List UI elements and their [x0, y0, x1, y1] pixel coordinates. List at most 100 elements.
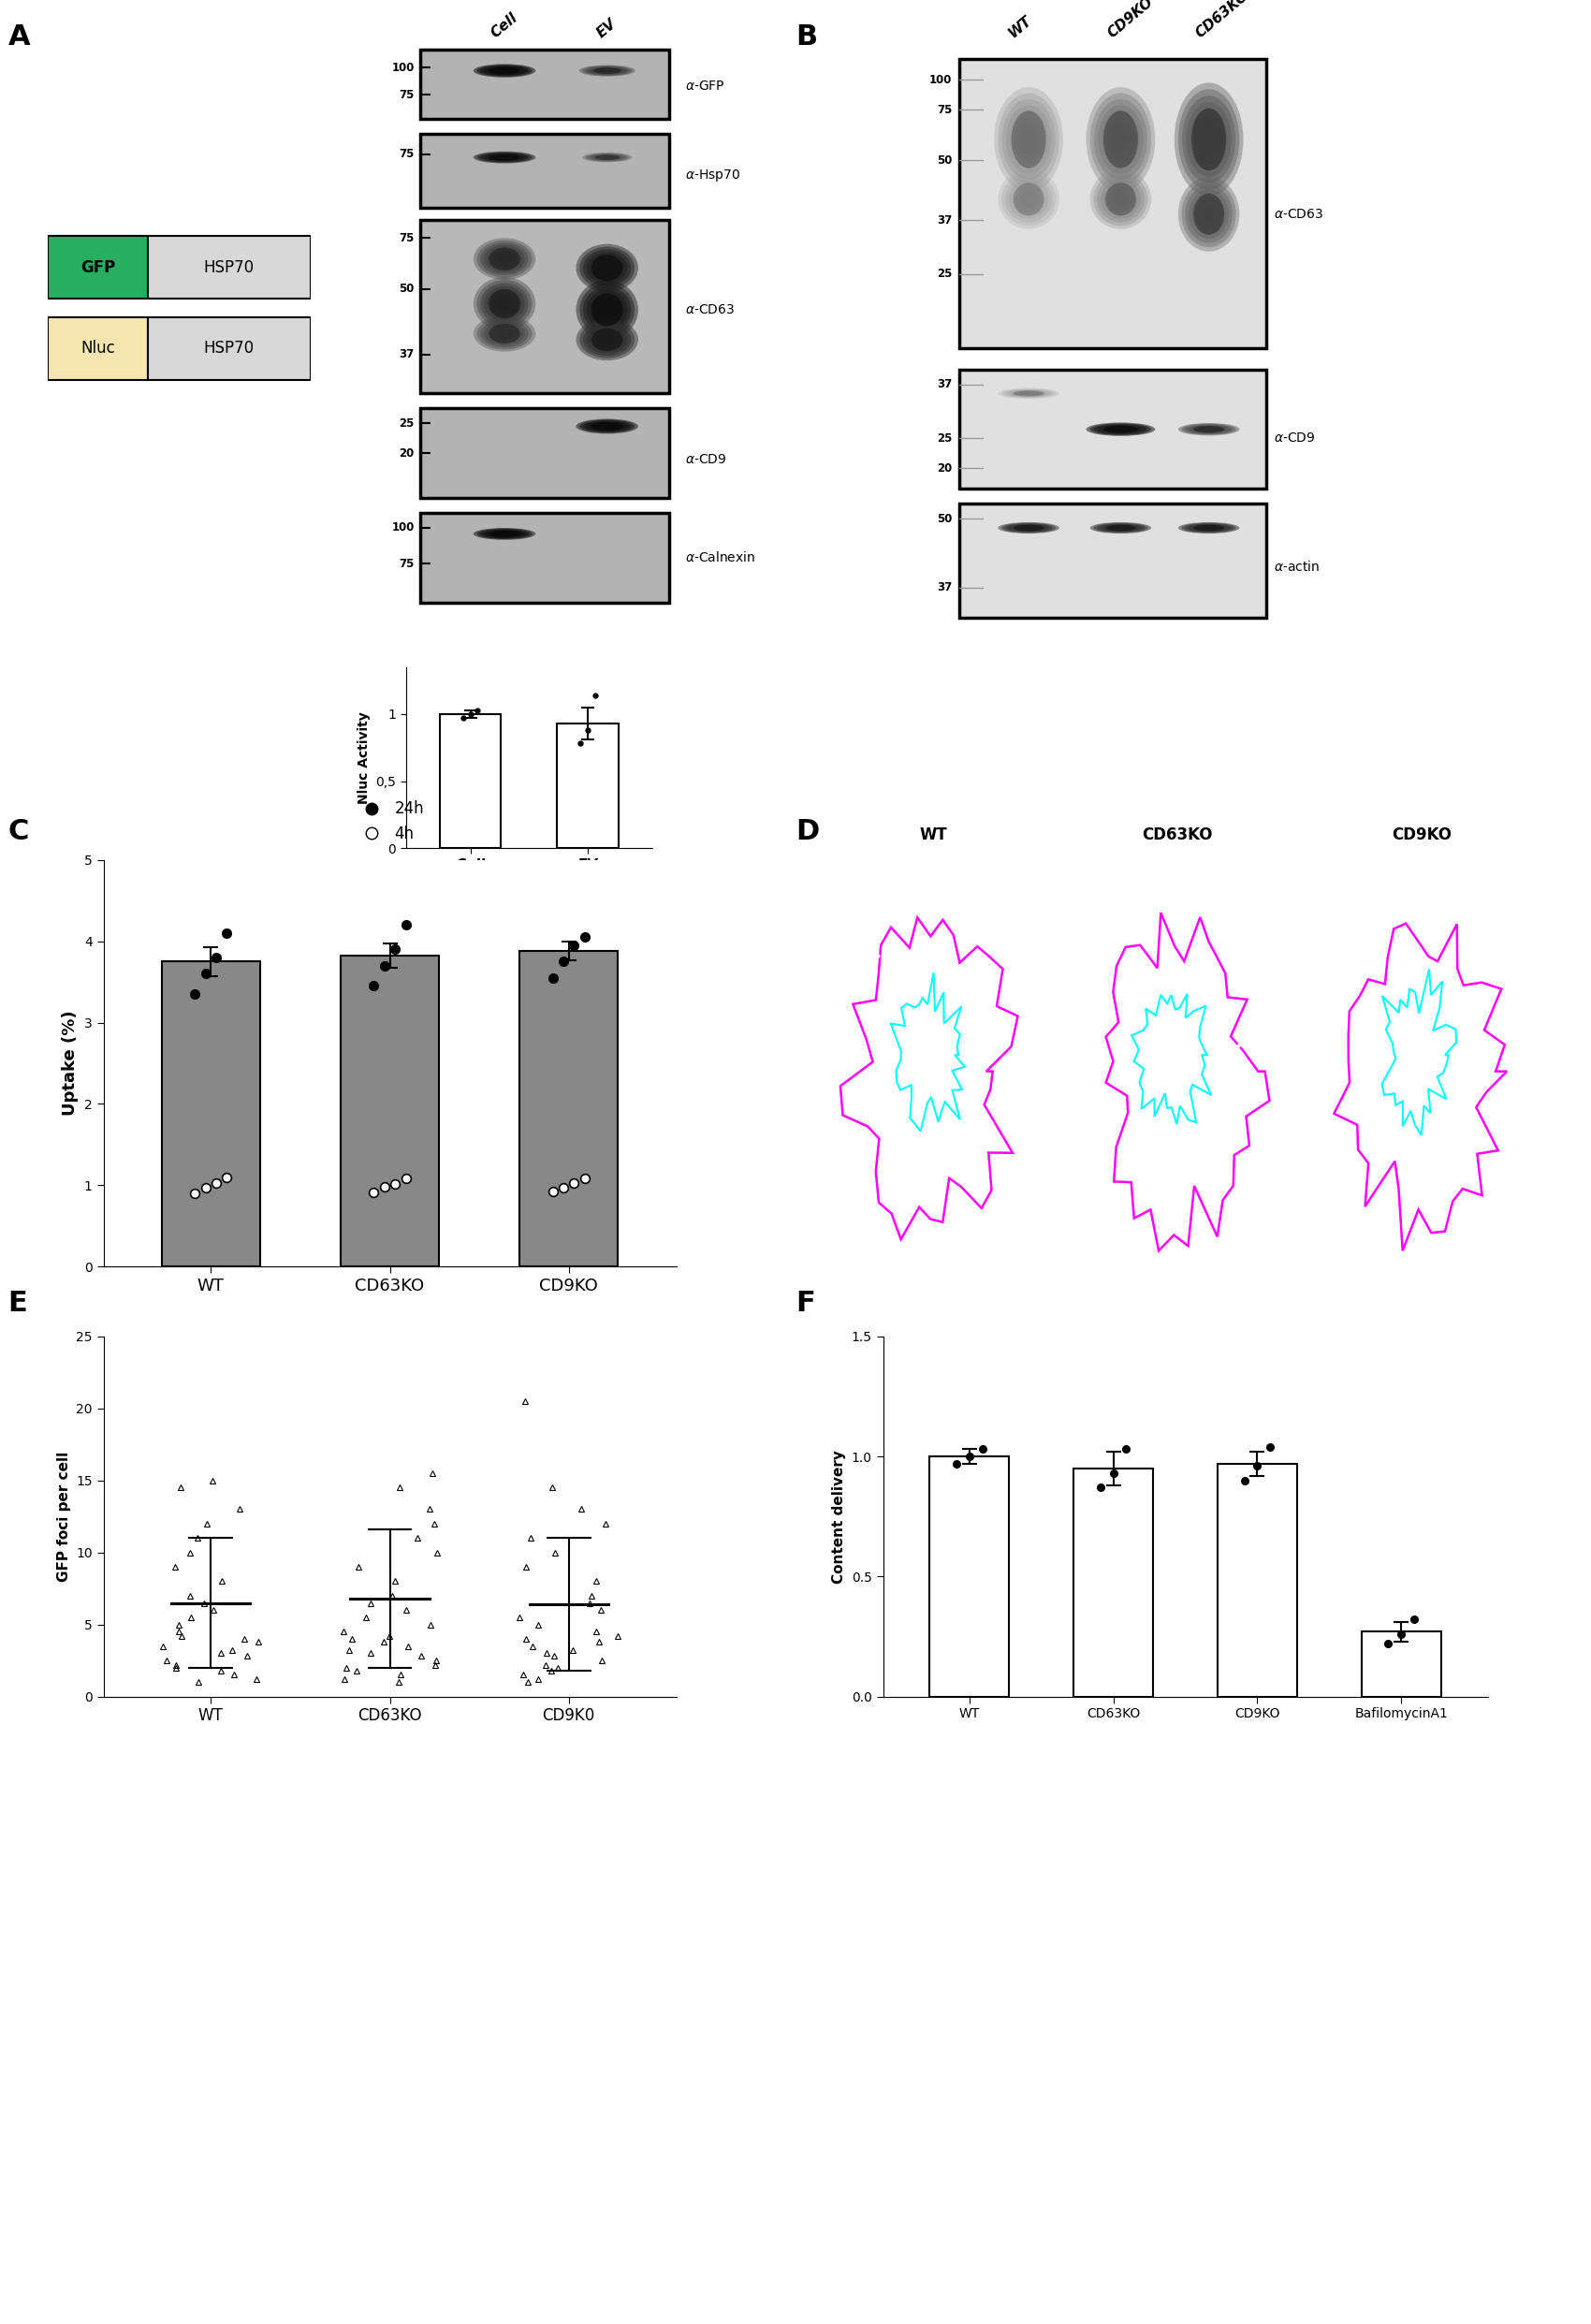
- Ellipse shape: [480, 242, 528, 274]
- Text: HSP70: HSP70: [204, 339, 255, 358]
- Ellipse shape: [590, 423, 624, 430]
- Y-axis label: Uptake (%): Uptake (%): [62, 1011, 80, 1116]
- Text: 25: 25: [937, 267, 951, 279]
- Y-axis label: GFP foci per cell: GFP foci per cell: [57, 1450, 70, 1583]
- Ellipse shape: [584, 286, 632, 332]
- Text: WT: WT: [920, 827, 947, 844]
- Ellipse shape: [998, 523, 1060, 535]
- Ellipse shape: [587, 290, 627, 330]
- Ellipse shape: [592, 328, 622, 351]
- Text: $\alpha$-CD63: $\alpha$-CD63: [684, 302, 735, 316]
- Y-axis label: Content delivery: Content delivery: [832, 1450, 846, 1583]
- Text: 100: 100: [391, 523, 414, 535]
- Text: HSP70: HSP70: [204, 258, 255, 277]
- Bar: [420, 409, 670, 497]
- Ellipse shape: [1196, 525, 1222, 530]
- Ellipse shape: [590, 153, 624, 160]
- Text: 75: 75: [399, 558, 414, 569]
- Ellipse shape: [1200, 428, 1219, 432]
- Ellipse shape: [1013, 525, 1044, 530]
- Ellipse shape: [1021, 128, 1036, 149]
- Ellipse shape: [1198, 121, 1220, 158]
- Ellipse shape: [477, 239, 531, 277]
- Ellipse shape: [593, 330, 620, 349]
- Ellipse shape: [994, 88, 1063, 191]
- Ellipse shape: [484, 153, 525, 160]
- Text: 75: 75: [937, 105, 951, 116]
- Text: CD63KO: CD63KO: [1193, 0, 1252, 42]
- Text: D: D: [796, 818, 819, 846]
- Ellipse shape: [498, 70, 511, 72]
- Bar: [929, 1457, 1009, 1697]
- Ellipse shape: [495, 253, 514, 265]
- Ellipse shape: [1013, 390, 1044, 397]
- Ellipse shape: [585, 67, 628, 74]
- Ellipse shape: [1114, 428, 1128, 430]
- Ellipse shape: [590, 328, 624, 351]
- Ellipse shape: [593, 297, 620, 323]
- Ellipse shape: [593, 258, 620, 279]
- Ellipse shape: [1018, 123, 1039, 156]
- Text: 20: 20: [937, 462, 951, 474]
- Ellipse shape: [584, 421, 632, 432]
- Ellipse shape: [1203, 207, 1216, 221]
- Ellipse shape: [492, 156, 517, 160]
- Ellipse shape: [495, 156, 514, 160]
- Ellipse shape: [1174, 84, 1243, 195]
- Ellipse shape: [477, 318, 531, 349]
- Ellipse shape: [1111, 525, 1130, 530]
- Ellipse shape: [592, 67, 622, 74]
- Ellipse shape: [492, 293, 517, 316]
- Text: $\alpha$-CD9: $\alpha$-CD9: [684, 453, 727, 465]
- Ellipse shape: [587, 421, 627, 432]
- Ellipse shape: [477, 528, 531, 539]
- Ellipse shape: [1096, 177, 1144, 223]
- Ellipse shape: [1096, 523, 1144, 532]
- Ellipse shape: [1090, 423, 1152, 435]
- Ellipse shape: [1006, 523, 1052, 532]
- Text: WT: WT: [1006, 14, 1034, 42]
- Ellipse shape: [585, 153, 628, 163]
- Ellipse shape: [484, 530, 525, 537]
- Ellipse shape: [1090, 523, 1152, 535]
- Ellipse shape: [474, 277, 536, 330]
- Ellipse shape: [1106, 525, 1136, 530]
- Ellipse shape: [590, 293, 624, 325]
- Ellipse shape: [1177, 177, 1239, 251]
- Ellipse shape: [498, 256, 511, 263]
- Text: $\alpha$-Hsp70: $\alpha$-Hsp70: [684, 167, 740, 184]
- Ellipse shape: [582, 65, 632, 77]
- Ellipse shape: [1182, 523, 1236, 532]
- Ellipse shape: [595, 67, 619, 72]
- Ellipse shape: [495, 532, 514, 537]
- FancyBboxPatch shape: [148, 237, 310, 297]
- Ellipse shape: [1013, 116, 1044, 163]
- Text: 100: 100: [391, 63, 414, 74]
- Ellipse shape: [487, 67, 522, 74]
- Ellipse shape: [1193, 116, 1223, 163]
- Ellipse shape: [593, 156, 620, 160]
- Legend: 24h, 4h: 24h, 4h: [350, 795, 430, 848]
- Bar: [420, 49, 670, 119]
- Ellipse shape: [601, 304, 613, 316]
- Ellipse shape: [1201, 128, 1216, 151]
- Y-axis label: Nluc Activity: Nluc Activity: [358, 711, 371, 804]
- Ellipse shape: [488, 67, 520, 74]
- Ellipse shape: [488, 530, 520, 537]
- Ellipse shape: [477, 65, 531, 77]
- Ellipse shape: [998, 170, 1060, 230]
- Text: $\alpha$-actin: $\alpha$-actin: [1274, 560, 1321, 574]
- Ellipse shape: [1177, 523, 1239, 535]
- Ellipse shape: [597, 260, 617, 277]
- Ellipse shape: [1200, 202, 1219, 225]
- Ellipse shape: [1106, 116, 1136, 163]
- Ellipse shape: [1192, 525, 1225, 530]
- Text: CD9KO: CD9KO: [1106, 0, 1157, 42]
- Ellipse shape: [1104, 112, 1138, 167]
- Ellipse shape: [1187, 102, 1231, 177]
- Ellipse shape: [474, 65, 536, 77]
- Ellipse shape: [1115, 193, 1126, 205]
- Ellipse shape: [1114, 128, 1128, 149]
- Ellipse shape: [576, 279, 638, 339]
- Ellipse shape: [1087, 88, 1155, 191]
